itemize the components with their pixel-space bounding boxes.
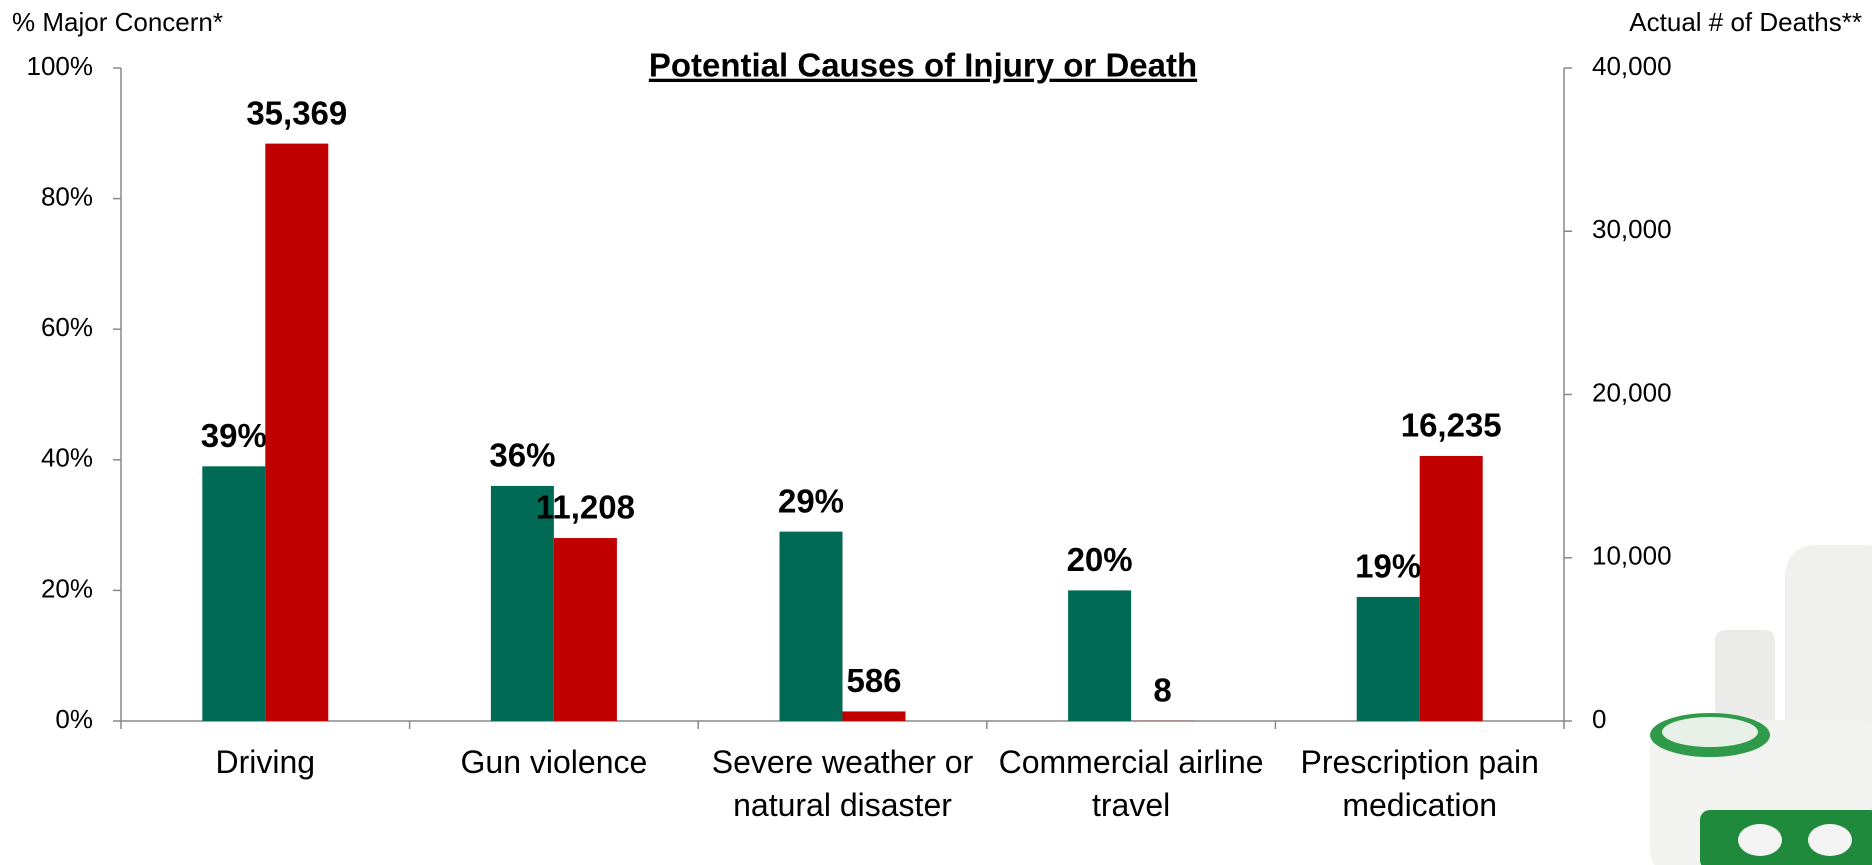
pill-decoration xyxy=(1650,545,1872,865)
bar xyxy=(1068,590,1131,721)
y-tick-label: 80% xyxy=(41,181,93,211)
value-label: 20% xyxy=(1067,541,1133,578)
x-tick-label: Commercial airline travel xyxy=(991,741,1271,827)
value-label: 586 xyxy=(846,662,901,699)
y-tick-label: 0% xyxy=(55,704,93,734)
value-label: 11,208 xyxy=(536,489,635,526)
bar xyxy=(1357,597,1420,721)
x-tick-label: Severe weather or natural disaster xyxy=(703,741,983,827)
y2-tick-label: 30,000 xyxy=(1592,214,1672,244)
value-label: 39% xyxy=(201,417,267,454)
y-tick-label: 60% xyxy=(41,312,93,342)
bar xyxy=(843,711,906,721)
y2-tick-label: 40,000 xyxy=(1592,51,1672,81)
y2-tick-label: 20,000 xyxy=(1592,377,1672,407)
value-label: 36% xyxy=(489,437,555,474)
bar xyxy=(554,538,617,721)
y-tick-label: 20% xyxy=(41,573,93,603)
y2-tick-label: 10,000 xyxy=(1592,541,1672,571)
value-label: 19% xyxy=(1355,548,1421,585)
value-label: 29% xyxy=(778,482,844,519)
y-axis-title: % Major Concern* xyxy=(12,7,223,37)
bar xyxy=(202,466,265,721)
value-label: 35,369 xyxy=(246,94,347,131)
x-tick-label: Prescription pain medication xyxy=(1280,741,1560,827)
x-tick-label: Gun violence xyxy=(414,741,694,784)
bar xyxy=(1420,456,1483,721)
x-tick-label: Driving xyxy=(125,741,405,784)
value-label: 8 xyxy=(1153,672,1171,709)
page: Potential Causes of Injury or Death % Ma… xyxy=(0,0,1872,865)
y-tick-label: 100% xyxy=(27,51,94,81)
y2-tick-label: 0 xyxy=(1592,704,1606,734)
y-tick-label: 40% xyxy=(41,443,93,473)
bar xyxy=(265,144,328,721)
bar xyxy=(780,532,843,721)
y2-axis-title: Actual # of Deaths** xyxy=(1629,7,1862,37)
chart: Potential Causes of Injury or Death % Ma… xyxy=(0,0,1872,865)
chart-title: Potential Causes of Injury or Death xyxy=(649,47,1197,84)
value-label: 16,235 xyxy=(1401,407,1502,444)
